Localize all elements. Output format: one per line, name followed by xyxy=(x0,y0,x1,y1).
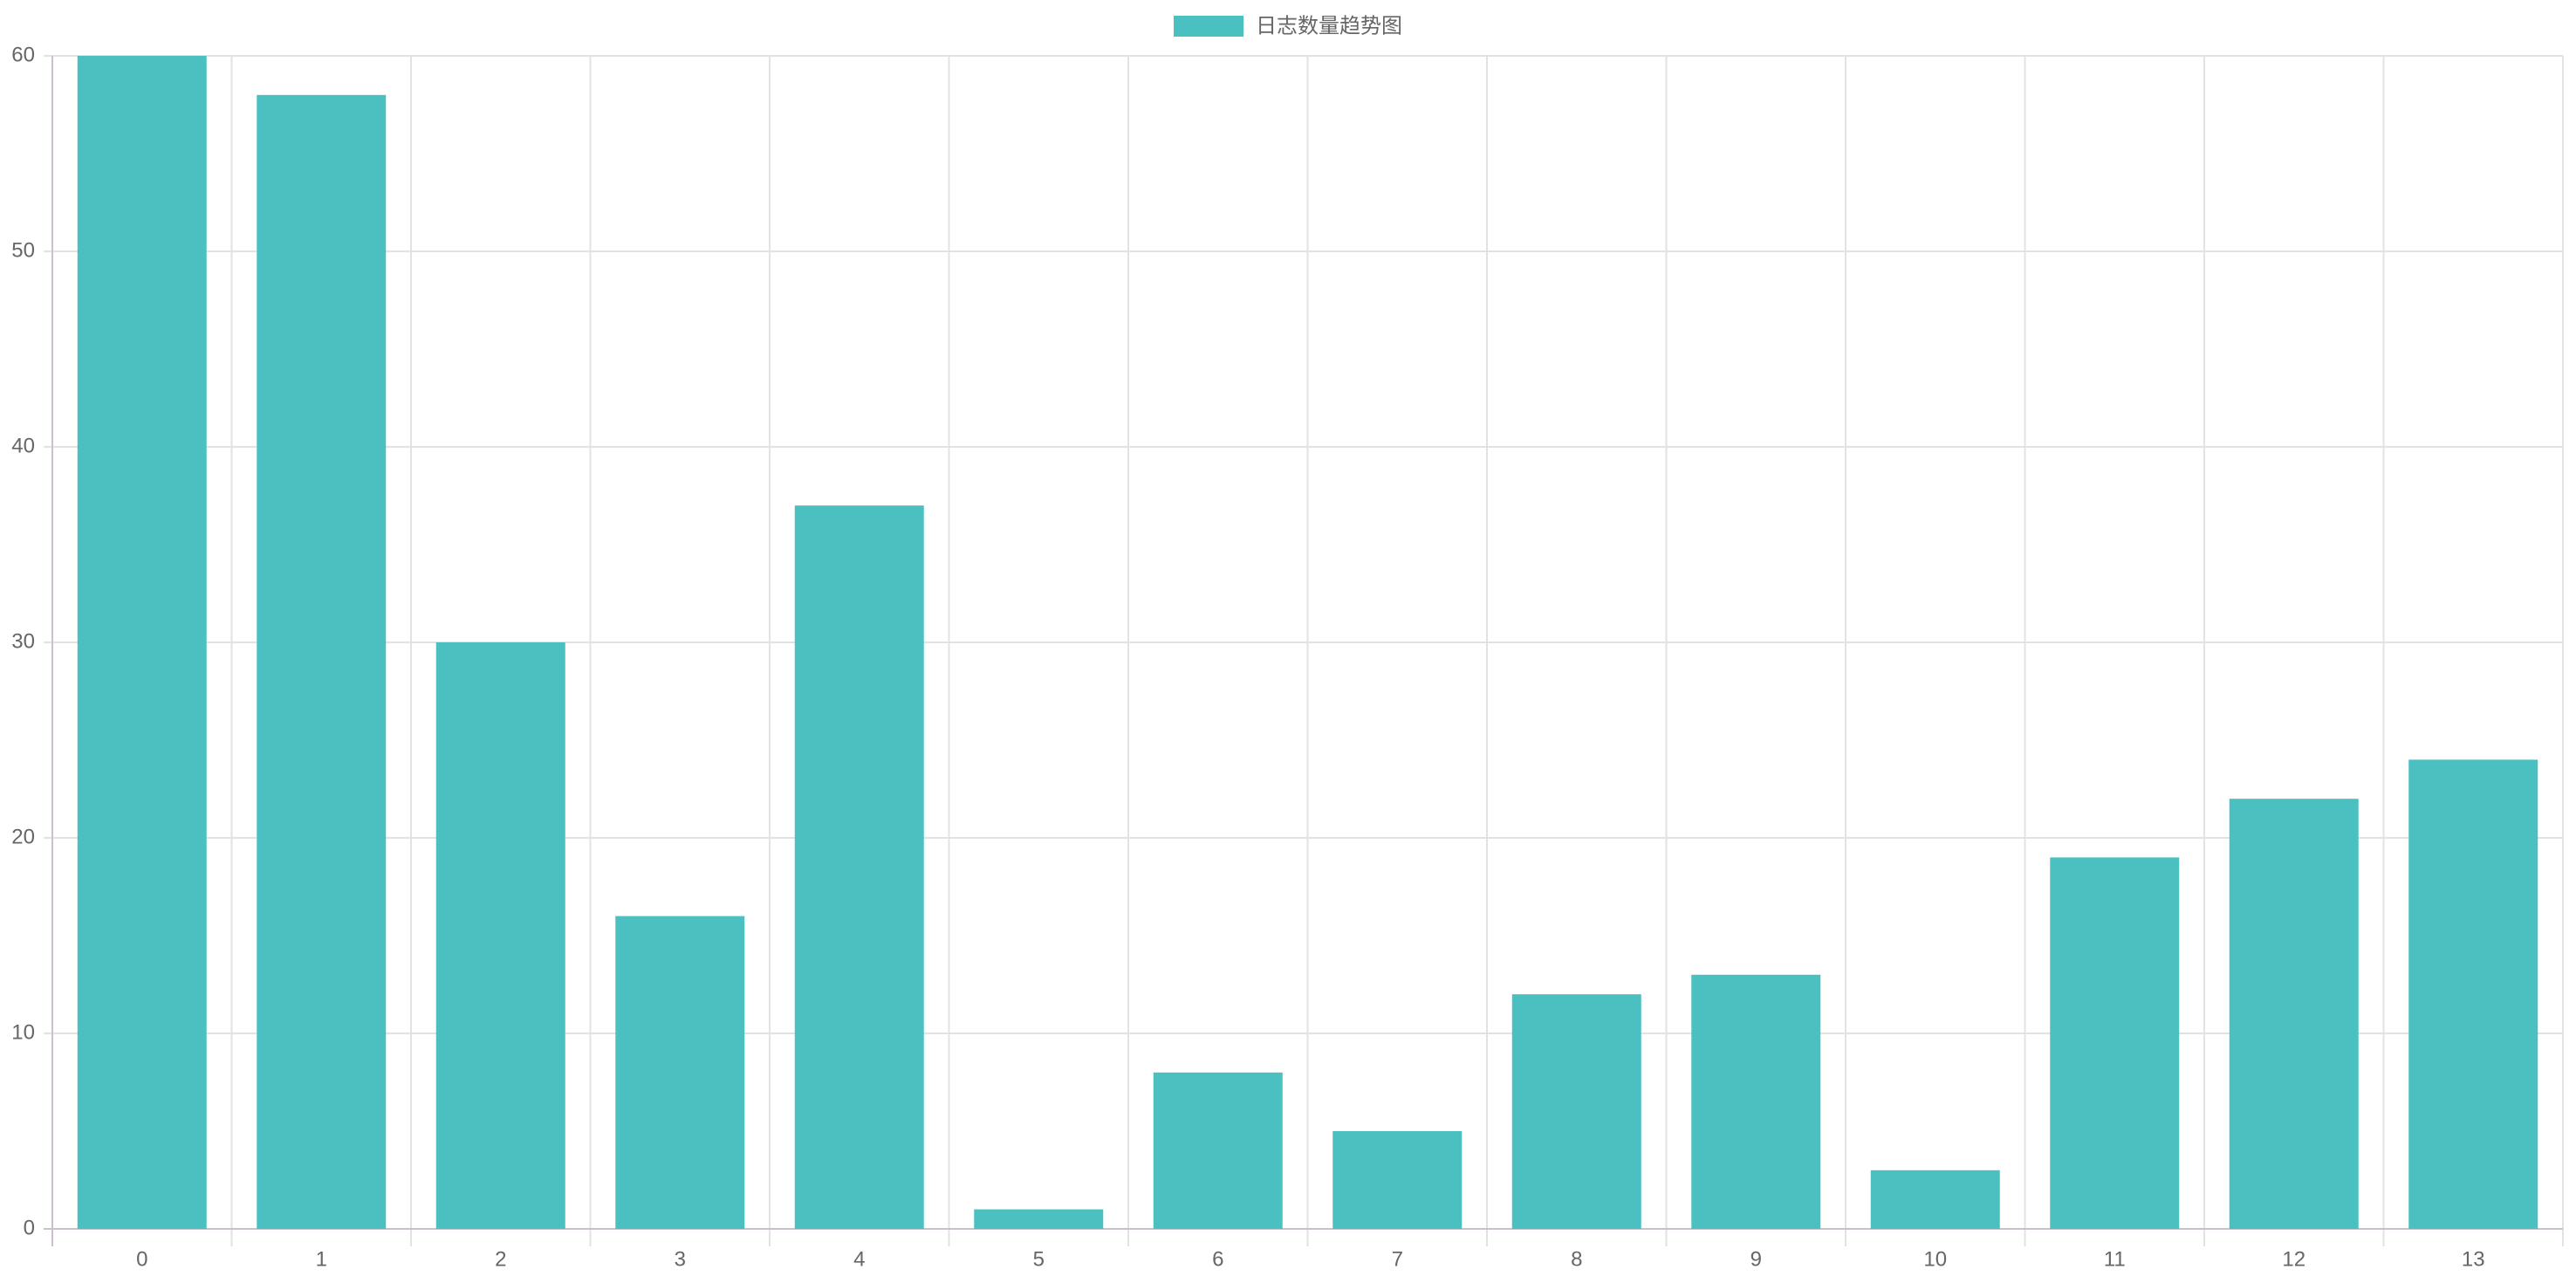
bar xyxy=(2408,759,2538,1229)
x-tick-label: 0 xyxy=(136,1247,147,1271)
bar xyxy=(1333,1131,1463,1229)
y-tick-label: 10 xyxy=(11,1020,35,1044)
x-tick-label: 9 xyxy=(1750,1247,1762,1271)
bar xyxy=(257,94,387,1229)
x-tick-label: 1 xyxy=(316,1247,327,1271)
bar xyxy=(974,1209,1104,1229)
y-tick-label: 50 xyxy=(11,238,35,262)
bar xyxy=(2229,799,2359,1229)
bar xyxy=(794,505,924,1229)
legend-item: 日志数量趋势图 xyxy=(1174,14,1402,38)
bar xyxy=(77,56,207,1229)
x-tick-label: 7 xyxy=(1392,1247,1403,1271)
bar xyxy=(435,642,565,1229)
legend-swatch xyxy=(1174,16,1243,37)
x-tick-label: 6 xyxy=(1212,1247,1223,1271)
x-tick-label: 4 xyxy=(853,1247,865,1271)
bar xyxy=(1153,1072,1283,1229)
bar xyxy=(2050,857,2180,1229)
x-tick-label: 11 xyxy=(2104,1247,2126,1271)
legend-label: 日志数量趋势图 xyxy=(1256,14,1402,38)
x-tick-label: 5 xyxy=(1033,1247,1045,1271)
x-tick-label: 13 xyxy=(2462,1247,2485,1271)
x-tick-label: 10 xyxy=(1923,1247,1947,1271)
y-tick-label: 40 xyxy=(11,434,35,457)
x-tick-label: 12 xyxy=(2282,1247,2305,1271)
x-tick-label: 2 xyxy=(495,1247,506,1271)
x-tick-label: 3 xyxy=(675,1247,686,1271)
bar xyxy=(1870,1170,2000,1229)
bar xyxy=(615,916,745,1229)
y-tick-label: 20 xyxy=(11,825,35,848)
y-tick-label: 30 xyxy=(11,629,35,653)
y-tick-label: 0 xyxy=(24,1216,35,1239)
bar xyxy=(1511,994,1641,1229)
x-tick-label: 8 xyxy=(1571,1247,1582,1271)
y-tick-label: 60 xyxy=(11,43,35,66)
bar xyxy=(1691,974,1821,1229)
